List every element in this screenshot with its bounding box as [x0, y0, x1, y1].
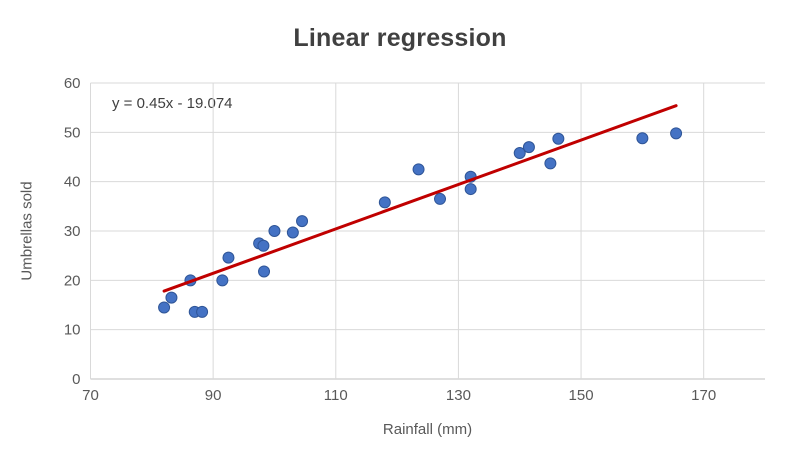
data-point[interactable] — [222, 251, 235, 264]
data-point[interactable] — [552, 132, 565, 145]
data-point[interactable] — [412, 163, 425, 176]
data-point[interactable] — [158, 301, 171, 314]
x-tick-label: 90 — [205, 387, 222, 404]
data-point[interactable] — [522, 141, 535, 154]
y-tick-label: 60 — [64, 75, 81, 92]
x-tick-label: 70 — [82, 387, 99, 404]
chart-title: Linear regression — [293, 24, 507, 52]
data-point[interactable] — [216, 274, 229, 287]
data-point[interactable] — [434, 192, 447, 205]
data-point[interactable] — [464, 183, 477, 196]
y-tick-label: 20 — [64, 272, 81, 289]
x-tick-label: 130 — [446, 387, 471, 404]
y-tick-label: 40 — [64, 174, 81, 191]
data-point[interactable] — [258, 265, 271, 278]
data-point[interactable] — [378, 196, 391, 209]
data-point[interactable] — [257, 239, 270, 252]
trendline — [162, 104, 678, 293]
data-point[interactable] — [196, 305, 209, 318]
x-tick-label: 170 — [691, 387, 716, 404]
data-point[interactable] — [513, 147, 526, 160]
y-tick-label: 10 — [64, 322, 81, 339]
trendline-equation-label: y = 0.45x - 19.074 — [112, 95, 233, 112]
data-point[interactable] — [296, 215, 309, 228]
data-point[interactable] — [286, 226, 299, 239]
data-point[interactable] — [544, 157, 557, 170]
y-tick-label: 0 — [72, 371, 80, 388]
x-axis-title: Rainfall (mm) — [382, 421, 473, 438]
x-tick-label: 110 — [324, 387, 348, 404]
y-tick-label: 30 — [64, 223, 81, 240]
data-point[interactable] — [636, 132, 649, 145]
y-tick-label: 50 — [64, 124, 81, 141]
data-point[interactable] — [268, 225, 281, 237]
x-tick-label: 150 — [569, 387, 594, 404]
data-point[interactable] — [670, 127, 683, 140]
data-point[interactable] — [165, 291, 178, 304]
